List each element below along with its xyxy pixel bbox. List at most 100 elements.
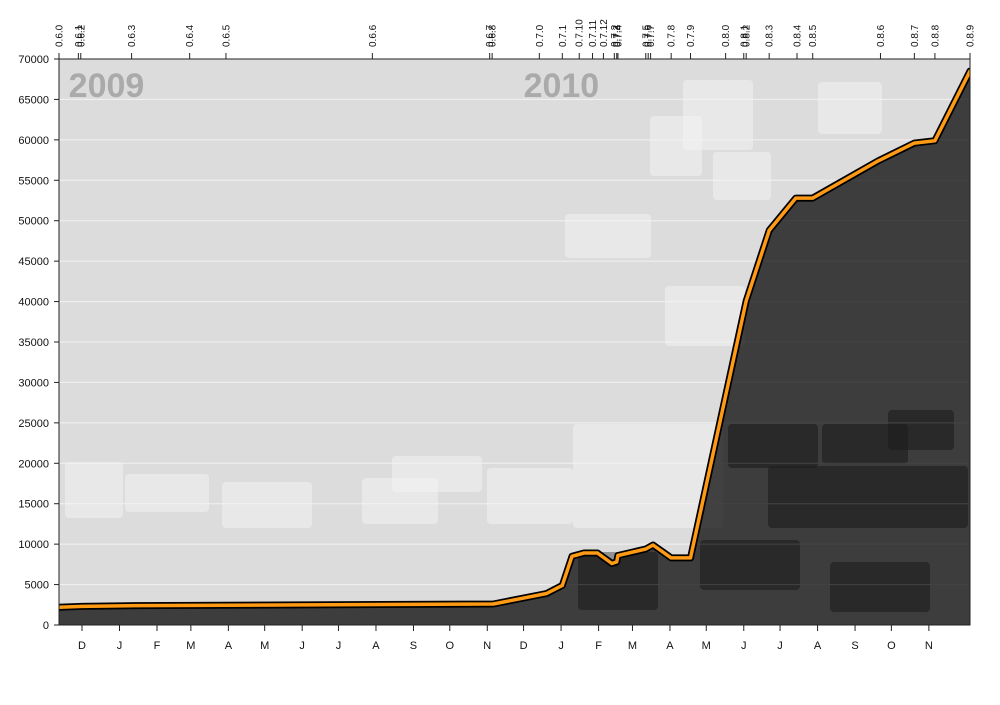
- version-label: 0.6.7: [485, 24, 496, 47]
- version-label: 0.7.12: [599, 19, 610, 47]
- version-label: 0.8.3: [765, 24, 776, 47]
- y-tick-label: 25000: [18, 418, 49, 430]
- x-tick-label: M: [628, 640, 637, 652]
- data-point: [669, 556, 673, 560]
- data-point: [595, 551, 600, 555]
- x-tick-label: M: [186, 640, 195, 652]
- data-point: [811, 196, 815, 200]
- data-point: [582, 551, 586, 555]
- x-tick-label: D: [520, 640, 528, 652]
- data-point: [570, 554, 574, 558]
- data-point: [767, 228, 771, 232]
- data-point: [491, 602, 495, 606]
- version-label: 0.7.8: [667, 24, 678, 47]
- version-label: 0.7.0: [535, 24, 546, 47]
- version-label: 0.6.3: [127, 24, 138, 47]
- x-tick-label: N: [483, 640, 491, 652]
- x-tick-label: J: [741, 640, 747, 652]
- sugar-cube-decoration: [818, 82, 882, 134]
- y-tick-label: 60000: [18, 135, 49, 147]
- x-tick-label: M: [702, 640, 711, 652]
- series-area: [59, 71, 970, 625]
- version-label: 0.7.9: [686, 24, 697, 47]
- y-tick-label: 65000: [18, 94, 49, 106]
- version-label: 0.6.0: [55, 24, 66, 47]
- sugar-cube-decoration: [665, 286, 745, 346]
- data-point: [876, 159, 880, 163]
- x-tick-label: J: [117, 640, 123, 652]
- version-label: 0.7.2: [610, 24, 621, 47]
- x-tick-label: J: [336, 640, 342, 652]
- x-tick-label: N: [925, 640, 933, 652]
- sugar-cube-decoration: [392, 456, 482, 492]
- year-label: 2010: [524, 67, 600, 105]
- data-point: [794, 196, 798, 200]
- y-tick-label: 40000: [18, 297, 49, 309]
- version-label: 0.8.8: [930, 24, 941, 47]
- data-point: [744, 299, 748, 303]
- version-axis: 0.6.0 0.6.10.6.2 0.6.3 0.6.4 0.6.5 0.6.6 0.6.7…: [55, 19, 977, 59]
- version-label: 0.8.4: [792, 24, 803, 47]
- x-tick-label: A: [372, 640, 380, 652]
- sugar-cube-decoration: [713, 152, 771, 200]
- series-line: [59, 69, 970, 609]
- version-label: 0.8.6: [876, 24, 887, 47]
- data-point: [610, 561, 614, 566]
- version-label: 0.7.6: [644, 24, 655, 47]
- sugar-cube-decoration: [222, 482, 312, 528]
- x-tick-label: M: [260, 640, 269, 652]
- x-tick-label: A: [225, 640, 233, 652]
- y-tick-label: 30000: [18, 377, 49, 389]
- x-tick-label: J: [558, 640, 564, 652]
- y-tick-label: 0: [43, 620, 49, 632]
- area-layer: [59, 67, 970, 625]
- x-tick-label: D: [78, 640, 86, 652]
- version-label: 0.6.4: [185, 24, 196, 47]
- x-tick-label: J: [299, 640, 305, 652]
- y-tick-label: 5000: [25, 580, 49, 592]
- version-label: 0.7.11: [588, 20, 599, 47]
- y-tick-label: 20000: [18, 458, 49, 470]
- y-tick-label: 15000: [18, 499, 49, 511]
- version-label: 0.7.1: [558, 24, 569, 47]
- sugar-cube-decoration: [487, 468, 573, 524]
- sugar-cube-decoration: [65, 462, 123, 518]
- data-point: [134, 604, 138, 608]
- y-axis: 0 5000 10000 15000 20000 25000 30000 35000 40000…: [18, 54, 59, 632]
- data-point: [616, 553, 620, 558]
- data-point: [644, 547, 648, 551]
- year-label: 2009: [69, 67, 145, 105]
- data-point: [545, 591, 549, 596]
- x-tick-label: F: [595, 640, 602, 652]
- data-point: [560, 583, 564, 588]
- version-label: 0.6.5: [221, 24, 232, 47]
- version-label: 0.7.10: [575, 19, 586, 47]
- sugar-cube-decoration: [565, 214, 651, 258]
- x-tick-label: O: [887, 640, 896, 652]
- y-tick-label: 10000: [18, 539, 49, 551]
- data-point: [912, 141, 916, 145]
- x-tick-label: S: [410, 640, 417, 652]
- sugar-cube-decoration: [125, 474, 209, 512]
- y-tick-label: 50000: [18, 216, 49, 228]
- version-label: 0.6.8: [488, 24, 499, 47]
- version-label: 0.8.5: [808, 24, 819, 47]
- x-tick-label: O: [445, 640, 454, 652]
- version-label: 0.6.2: [76, 24, 87, 47]
- version-label: 0.8.0: [721, 24, 732, 47]
- plot-frame: [58, 58, 971, 626]
- sugar-cube-decoration: [650, 116, 702, 176]
- x-tick-label: J: [777, 640, 783, 652]
- version-label: 0.7.3: [612, 24, 623, 47]
- y-tick-label: 35000: [18, 337, 49, 349]
- version-label: 0.6.6: [368, 24, 379, 47]
- x-tick-label: A: [814, 640, 822, 652]
- version-label: 0.7.4: [613, 24, 624, 47]
- data-point: [688, 556, 693, 560]
- version-label: 0.8.1: [739, 24, 750, 47]
- version-label: 0.8.7: [910, 24, 921, 47]
- sugar-cube-decoration: [573, 424, 723, 528]
